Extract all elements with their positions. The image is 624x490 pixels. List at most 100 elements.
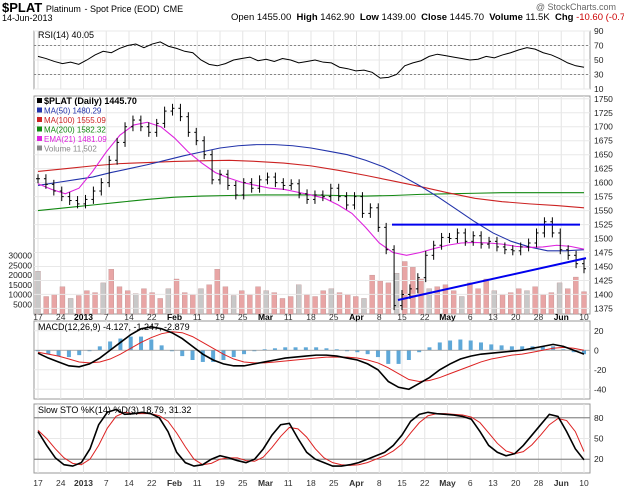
x-tick-label: 13	[488, 312, 498, 322]
x-tick-label: Mar	[258, 312, 274, 322]
macd-histogram-bar	[293, 347, 298, 351]
x-tick-label: 25	[238, 312, 248, 322]
high-value: 1462.90	[320, 12, 355, 23]
x-tick-label-bottom: 25	[238, 478, 248, 488]
volume-bar	[133, 293, 139, 315]
y-tick-label: 1675	[594, 136, 613, 146]
macd-histogram-bar	[520, 346, 525, 351]
volume-bar	[320, 290, 326, 315]
quote-type: - Spot Price (EOD)	[84, 4, 160, 14]
y-tick-label: 10	[594, 84, 604, 94]
volume-bar	[182, 292, 188, 315]
legend-label: EMA(21) 1481.09	[44, 135, 107, 144]
x-tick-label: Jun	[554, 312, 569, 322]
volume-tick-label: 15000	[8, 280, 32, 290]
volume-bar	[165, 288, 172, 315]
legend-swatch	[37, 98, 42, 103]
macd-histogram-bar	[355, 350, 360, 353]
volume-bar	[149, 292, 155, 315]
macd-histogram-bar	[118, 338, 123, 351]
macd-histogram-bar	[386, 350, 391, 364]
macd-histogram-bar	[180, 350, 185, 357]
volume-bar	[508, 292, 514, 315]
y-tick-label: 1575	[594, 192, 613, 202]
legend-label: $PLAT (Daily) 1445.70	[44, 96, 137, 106]
macd-histogram-bar	[582, 350, 586, 355]
y-tick-label: 1650	[594, 150, 613, 160]
x-tick-label-bottom: 19	[215, 478, 225, 488]
x-tick-label: 6	[468, 312, 473, 322]
volume-tick-label: 30000	[8, 251, 32, 261]
x-tick-label: 20	[511, 312, 521, 322]
volume-bar	[393, 273, 400, 315]
volume-bar	[385, 282, 392, 315]
exchange: CME	[163, 4, 184, 14]
sto-k-line	[37, 408, 585, 467]
macd-histogram-bar	[139, 336, 144, 351]
x-tick-label-bottom: 25	[329, 478, 339, 488]
volume-bar	[516, 288, 522, 315]
x-tick-label-bottom: Feb	[167, 478, 182, 488]
volume-bar	[247, 294, 253, 315]
x-tick-label: 11	[193, 312, 202, 322]
x-tick-label: Apr	[349, 312, 364, 322]
macd-histogram-bar	[169, 350, 174, 352]
volume-bar	[442, 284, 449, 315]
y-tick-label: 20	[594, 326, 604, 336]
volume-bar	[410, 267, 416, 315]
volume-bar	[35, 271, 41, 315]
volume-tick-label: 20000	[8, 270, 32, 280]
legend-swatch	[37, 126, 42, 132]
instrument-name: Platinum	[45, 4, 81, 14]
volume-bar	[239, 290, 245, 315]
ema21-line	[37, 121, 585, 256]
macd-histogram-bar	[499, 345, 504, 351]
x-tick-label: 10	[579, 312, 589, 322]
volume-bar	[67, 298, 74, 315]
volume-bar	[377, 280, 383, 315]
volume-bar	[548, 292, 555, 315]
legend-swatch	[37, 117, 42, 122]
x-tick-label: Feb	[167, 312, 182, 322]
x-tick-label-bottom: 15	[397, 478, 407, 488]
volume-bar	[157, 298, 163, 315]
close-value: 1445.70	[449, 12, 485, 23]
y-tick-label: 1500	[594, 234, 613, 244]
chart-date: 14-Jun-2013	[2, 13, 53, 23]
macd-histogram-bar	[200, 350, 205, 362]
x-tick-label: 28	[534, 312, 544, 322]
macd-histogram-bar	[314, 347, 319, 351]
volume-bar	[573, 276, 579, 315]
y-tick-label: 1475	[594, 248, 613, 258]
volume-bar	[540, 294, 546, 315]
volume-bar	[467, 282, 473, 315]
volume-bar	[287, 296, 294, 315]
volume-bar	[556, 282, 563, 315]
x-tick-label-bottom: 22	[420, 478, 430, 488]
legend-label: Volume 11,502	[44, 145, 97, 154]
x-tick-label: 18	[306, 312, 316, 322]
volume-bar	[345, 294, 351, 315]
x-tick-label-bottom: 10	[579, 478, 589, 488]
sto-d-line	[37, 411, 585, 466]
macd-histogram-bar	[149, 339, 154, 351]
legend-swatch	[37, 145, 42, 151]
x-tick-label: 25	[329, 312, 339, 322]
y-tick-label: 50	[594, 434, 604, 444]
volume-bar	[84, 290, 90, 315]
macd-histogram-bar	[242, 350, 247, 355]
x-tick-label: 19	[215, 312, 225, 322]
y-tick-label: 1450	[594, 261, 613, 271]
x-tick-label: 24	[56, 312, 66, 322]
macd-histogram-bar	[489, 344, 494, 351]
chart-title: $PLAT Platinum - Spot Price (EOD) CME	[2, 0, 183, 15]
volume-bar	[361, 298, 367, 315]
macd-histogram-bar	[417, 350, 422, 353]
ma50-line	[37, 144, 585, 252]
macd-histogram-bar	[448, 340, 453, 351]
legend-label: MA(200) 1582.32	[44, 126, 106, 135]
volume-bar	[524, 290, 530, 315]
rsi-label: RSI(14) 40.05	[38, 30, 94, 40]
volume-bar	[141, 288, 147, 315]
x-tick-label-bottom: 11	[284, 478, 293, 488]
